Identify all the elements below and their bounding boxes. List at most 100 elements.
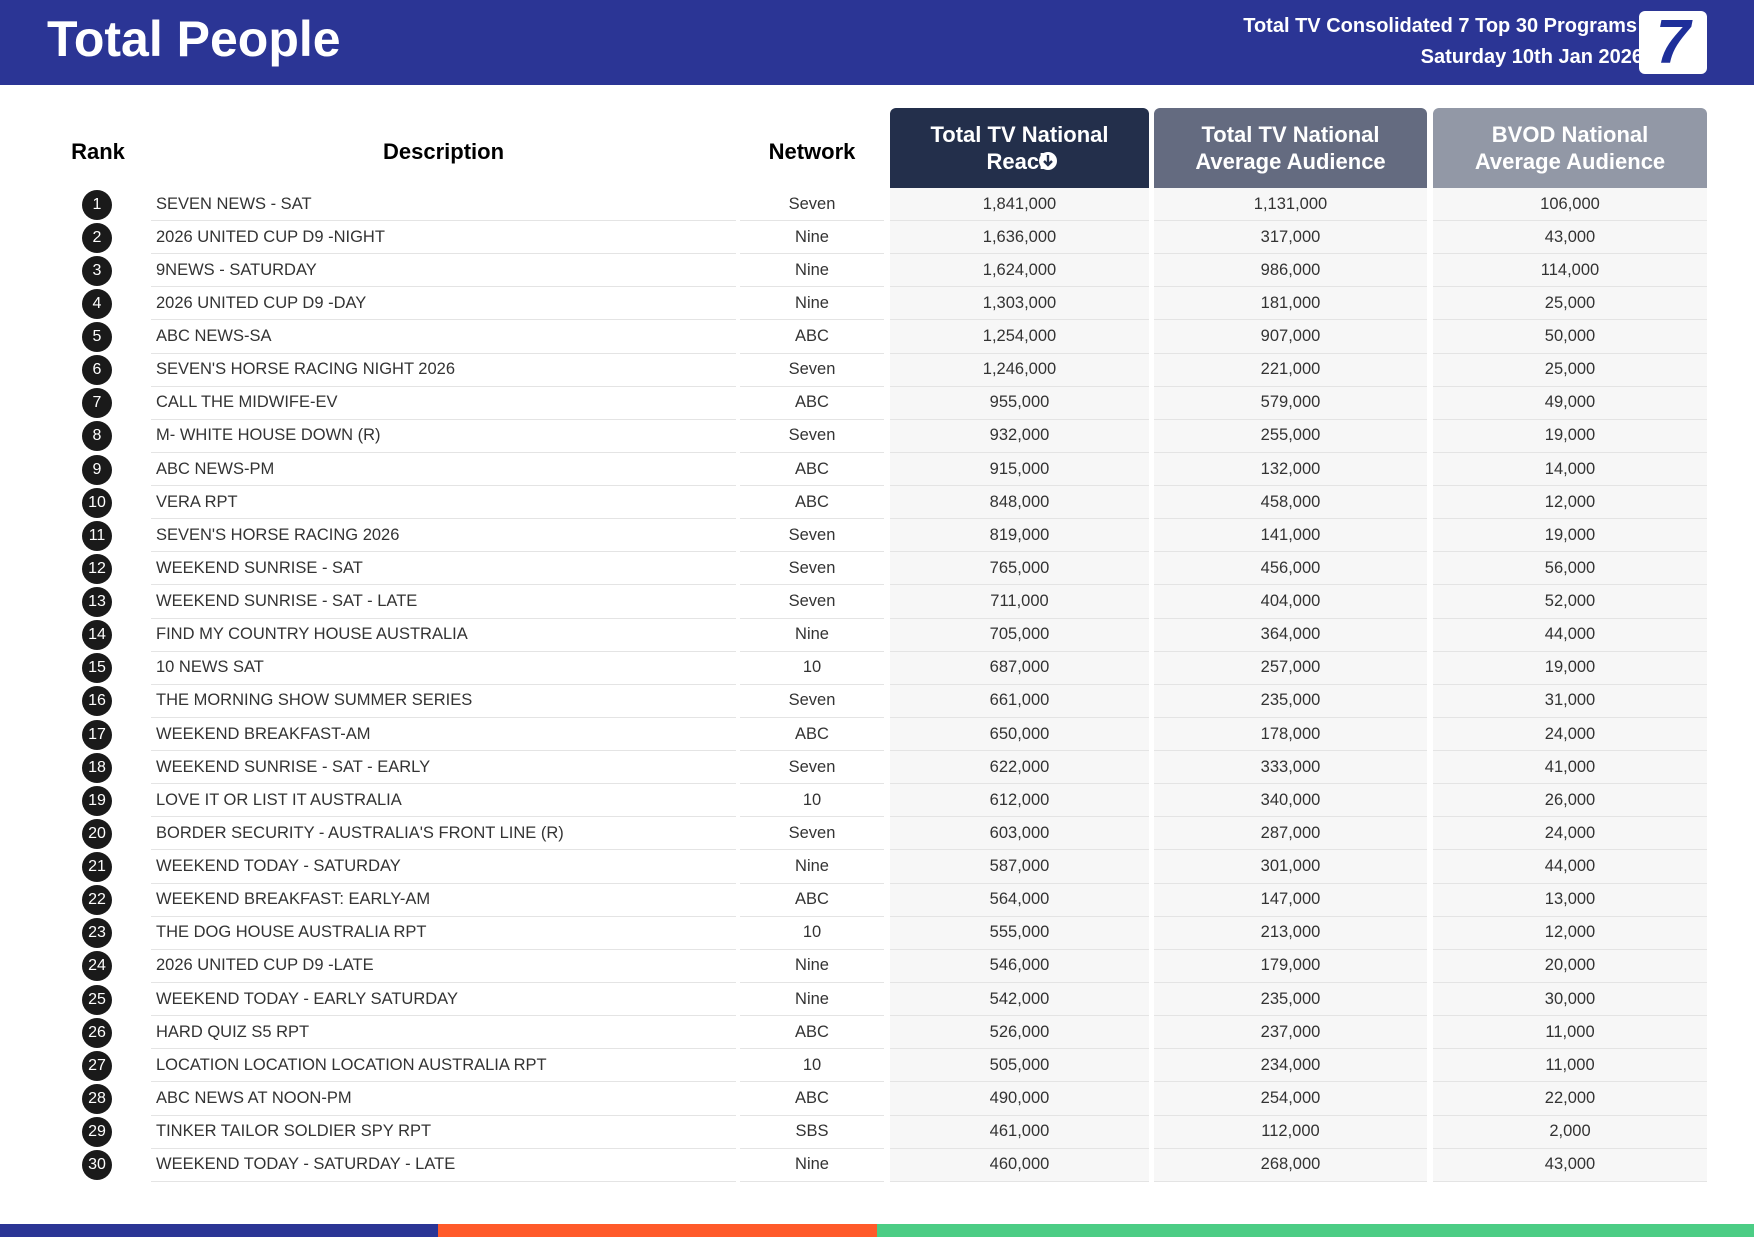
- metric-value: 26,000: [1433, 784, 1707, 818]
- metric-value: 19,000: [1433, 652, 1707, 685]
- metric-value: 234,000: [1154, 1049, 1427, 1083]
- metric-value: 456,000: [1154, 552, 1427, 586]
- metric-value: 526,000: [890, 1016, 1149, 1050]
- description: THE DOG HOUSE AUSTRALIA RPT: [151, 917, 736, 950]
- metric-value: 1,254,000: [890, 321, 1149, 354]
- network: Nine: [740, 983, 884, 1017]
- metric-value: 587,000: [890, 851, 1149, 884]
- rank-cell: 11: [82, 519, 112, 552]
- rank-badge: 5: [82, 322, 112, 353]
- column-header: Description: [382, 138, 505, 164]
- description: 2026 UNITED CUP D9 -DAY: [151, 287, 736, 321]
- description: FIND MY COUNTRY HOUSE AUSTRALIA: [151, 619, 736, 652]
- metric-value: 24,000: [1433, 817, 1707, 851]
- metric-value: 181,000: [1154, 287, 1427, 321]
- network: SBS: [740, 1116, 884, 1149]
- metric-value: 25,000: [1433, 287, 1707, 321]
- metric-value: 986,000: [1154, 254, 1427, 288]
- description: SEVEN NEWS - SAT: [151, 188, 736, 221]
- rank-badge: 3: [82, 255, 112, 286]
- metric-value: 43,000: [1433, 221, 1707, 255]
- rank-cell: 15: [82, 652, 112, 685]
- metric-value: 1,303,000: [890, 287, 1149, 321]
- network: ABC: [740, 1083, 884, 1116]
- subtitle: Total TV Consolidated 7 Top 30 Programs: [1243, 15, 1637, 37]
- metric-value: 317,000: [1154, 221, 1427, 255]
- column-bg: [1433, 188, 1707, 1182]
- rank-badge: 23: [82, 918, 112, 949]
- metric-value: 333,000: [1154, 751, 1427, 785]
- metric-value: 20,000: [1433, 950, 1707, 983]
- metric-value: 711,000: [890, 586, 1149, 619]
- rank-badge: 15: [82, 653, 112, 684]
- metric-value: 765,000: [890, 552, 1149, 586]
- description: 10 NEWS SAT: [151, 652, 736, 685]
- metric-value: 404,000: [1154, 586, 1427, 619]
- description: HARD QUIZ S5 RPT: [151, 1016, 736, 1050]
- metric-value: 1,841,000: [890, 188, 1149, 221]
- metric-value: 460,000: [890, 1149, 1149, 1182]
- metric-value: 52,000: [1433, 586, 1707, 619]
- network: Nine: [740, 619, 884, 652]
- rank-badge: 26: [82, 1017, 112, 1048]
- rank-cell: 3: [82, 254, 112, 287]
- rank-badge: 25: [82, 984, 112, 1015]
- rank-badge: 4: [82, 288, 112, 319]
- metric-value: 555,000: [890, 917, 1149, 950]
- network: Nine: [740, 254, 884, 288]
- sort-icon[interactable]: [1038, 151, 1058, 171]
- description: WEEKEND SUNRISE - SAT: [151, 552, 736, 586]
- column-bg: [890, 188, 1149, 1182]
- rank-cell: 1: [82, 188, 112, 221]
- metric-value: 505,000: [890, 1049, 1149, 1083]
- metric-value: 254,000: [1154, 1083, 1427, 1116]
- metric-value: 579,000: [1154, 387, 1427, 420]
- rank-cell: 19: [82, 784, 112, 817]
- metric-value: 11,000: [1433, 1016, 1707, 1050]
- network: ABC: [740, 718, 884, 752]
- metric-value: 301,000: [1154, 851, 1427, 884]
- rank-cell: 13: [82, 586, 112, 619]
- rank-cell: 21: [82, 851, 112, 884]
- metric-value: 49,000: [1433, 387, 1707, 420]
- rank-cell: 24: [82, 950, 112, 983]
- metric-value: 44,000: [1433, 619, 1707, 652]
- metric-value: 14,000: [1433, 453, 1707, 487]
- description: LOCATION LOCATION LOCATION AUSTRALIA RPT: [151, 1049, 736, 1083]
- rank-cell: 17: [82, 718, 112, 751]
- description: WEEKEND SUNRISE - SAT - LATE: [151, 586, 736, 619]
- rank-badge: 1: [82, 189, 112, 220]
- metric-value: 106,000: [1433, 188, 1707, 221]
- column-header-text: Total TV National Average Audience: [1195, 122, 1386, 174]
- network: Nine: [740, 950, 884, 983]
- rank-cell: 7: [82, 387, 112, 420]
- metric-value: 50,000: [1433, 321, 1707, 354]
- metric-value: 340,000: [1154, 784, 1427, 818]
- rank-badge: 28: [82, 1084, 112, 1114]
- network: Seven: [740, 519, 884, 553]
- metric-value: 43,000: [1433, 1149, 1707, 1182]
- metric-value: 932,000: [890, 420, 1149, 453]
- metric-value: 257,000: [1154, 652, 1427, 685]
- metric-value: 458,000: [1154, 486, 1427, 520]
- metric-value: 132,000: [1154, 453, 1427, 487]
- metric-value: 141,000: [1154, 519, 1427, 553]
- rank-cell: 9: [82, 453, 112, 486]
- rank-badge: 29: [82, 1117, 112, 1148]
- header-band: [0, 0, 1754, 85]
- metric-value: 25,000: [1433, 354, 1707, 387]
- description: 9NEWS - SATURDAY: [151, 254, 736, 288]
- description: BORDER SECURITY - AUSTRALIA'S FRONT LINE…: [151, 817, 736, 851]
- rank-cell: 26: [82, 1016, 112, 1049]
- metric-value: 178,000: [1154, 718, 1427, 752]
- rank-badge: 24: [82, 951, 112, 982]
- network: Nine: [740, 221, 884, 255]
- metric-value: 112,000: [1154, 1116, 1427, 1149]
- rank-badge: 2: [82, 222, 112, 253]
- metric-value: 705,000: [890, 619, 1149, 652]
- network: Seven: [740, 586, 884, 619]
- network: Nine: [740, 1149, 884, 1182]
- rank-badge: 16: [82, 686, 112, 717]
- metric-value: 907,000: [1154, 321, 1427, 354]
